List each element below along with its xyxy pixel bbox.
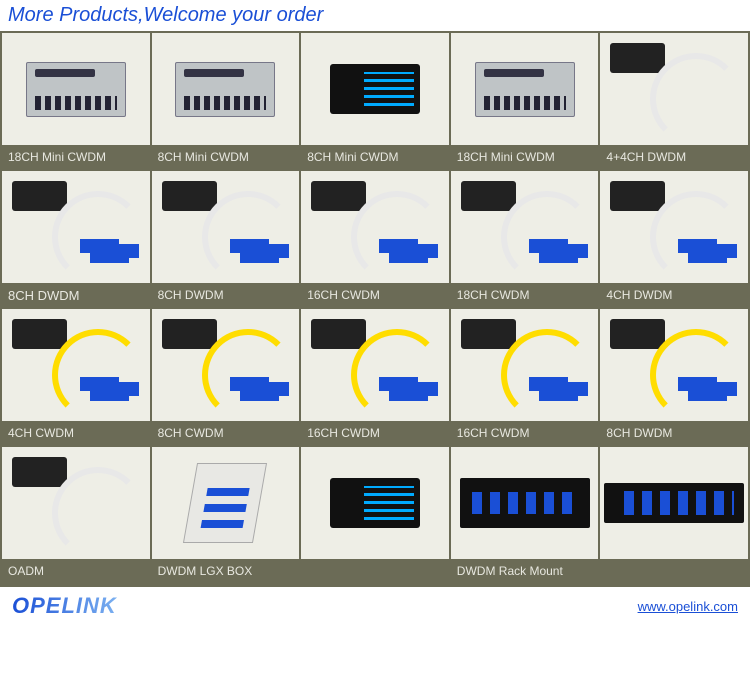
product-thumb <box>600 171 748 283</box>
product-caption: 8CH Mini CWDM <box>152 147 300 169</box>
product-visual <box>183 463 267 543</box>
product-visual <box>330 64 420 114</box>
product-thumb <box>301 309 449 421</box>
product-cell[interactable] <box>2 171 150 283</box>
product-cell[interactable] <box>451 309 599 421</box>
footer: OPELINK www.opelink.com <box>0 587 750 623</box>
product-thumb <box>600 33 748 145</box>
product-cell[interactable] <box>301 447 449 559</box>
product-visual <box>152 309 300 421</box>
product-caption: 18CH CWDM <box>451 285 599 307</box>
product-caption: 16CH CWDM <box>301 285 449 307</box>
product-visual <box>175 62 275 117</box>
product-caption: 16CH CWDM <box>451 423 599 445</box>
product-cell[interactable] <box>152 447 300 559</box>
product-cell[interactable] <box>152 33 300 145</box>
product-cell[interactable] <box>152 171 300 283</box>
product-visual <box>301 309 449 421</box>
product-visual <box>604 483 744 523</box>
product-caption: 18CH Mini CWDM <box>2 147 150 169</box>
product-thumb <box>152 171 300 283</box>
product-cell[interactable] <box>301 33 449 145</box>
product-caption: 8CH DWDM <box>152 285 300 307</box>
product-visual <box>451 309 599 421</box>
product-grid-wrapper: 18CH Mini CWDM8CH Mini CWDM8CH Mini CWDM… <box>0 31 750 587</box>
product-visual <box>600 309 748 421</box>
product-thumb <box>301 33 449 145</box>
product-caption: 8CH DWDM <box>2 285 150 307</box>
product-cell[interactable] <box>2 447 150 559</box>
product-visual <box>451 171 599 283</box>
product-visual <box>330 478 420 528</box>
product-caption: 16CH CWDM <box>301 423 449 445</box>
product-caption <box>301 561 449 583</box>
product-thumb <box>600 447 748 559</box>
product-visual <box>475 62 575 117</box>
product-cell[interactable] <box>451 447 599 559</box>
product-thumb <box>2 33 150 145</box>
product-cell[interactable] <box>152 309 300 421</box>
product-grid: 18CH Mini CWDM8CH Mini CWDM8CH Mini CWDM… <box>0 31 750 585</box>
product-caption: 4CH DWDM <box>600 285 748 307</box>
page-title: More Products,Welcome your order <box>0 0 750 31</box>
product-thumb <box>152 309 300 421</box>
product-thumb <box>301 447 449 559</box>
product-cell[interactable] <box>600 309 748 421</box>
product-visual <box>301 171 449 283</box>
product-visual <box>600 33 748 145</box>
product-caption: 18CH Mini CWDM <box>451 147 599 169</box>
product-cell[interactable] <box>2 33 150 145</box>
product-thumb <box>152 447 300 559</box>
product-visual <box>460 478 590 528</box>
product-caption: 8CH CWDM <box>152 423 300 445</box>
product-cell[interactable] <box>600 171 748 283</box>
product-thumb <box>2 171 150 283</box>
product-thumb <box>451 309 599 421</box>
product-thumb <box>301 171 449 283</box>
product-visual <box>2 447 150 559</box>
product-thumb <box>451 171 599 283</box>
product-caption: DWDM Rack Mount <box>451 561 599 583</box>
product-cell[interactable] <box>600 33 748 145</box>
product-thumb <box>152 33 300 145</box>
brand-url-link[interactable]: www.opelink.com <box>638 599 738 614</box>
product-thumb <box>600 309 748 421</box>
product-cell[interactable] <box>2 309 150 421</box>
product-caption: 4CH CWDM <box>2 423 150 445</box>
product-visual <box>2 309 150 421</box>
product-thumb <box>451 33 599 145</box>
product-visual <box>2 171 150 283</box>
product-cell[interactable] <box>451 171 599 283</box>
product-caption: 8CH DWDM <box>600 423 748 445</box>
product-caption: 8CH Mini CWDM <box>301 147 449 169</box>
product-visual <box>152 171 300 283</box>
brand-logo: OPELINK <box>12 593 117 619</box>
product-cell[interactable] <box>301 171 449 283</box>
product-thumb <box>2 309 150 421</box>
product-caption: 4+4CH DWDM <box>600 147 748 169</box>
product-caption <box>600 561 748 583</box>
product-cell[interactable] <box>451 33 599 145</box>
product-thumb <box>451 447 599 559</box>
product-thumb <box>2 447 150 559</box>
product-visual <box>26 62 126 117</box>
product-caption: DWDM LGX BOX <box>152 561 300 583</box>
product-caption: OADM <box>2 561 150 583</box>
product-cell[interactable] <box>600 447 748 559</box>
product-cell[interactable] <box>301 309 449 421</box>
product-visual <box>600 171 748 283</box>
